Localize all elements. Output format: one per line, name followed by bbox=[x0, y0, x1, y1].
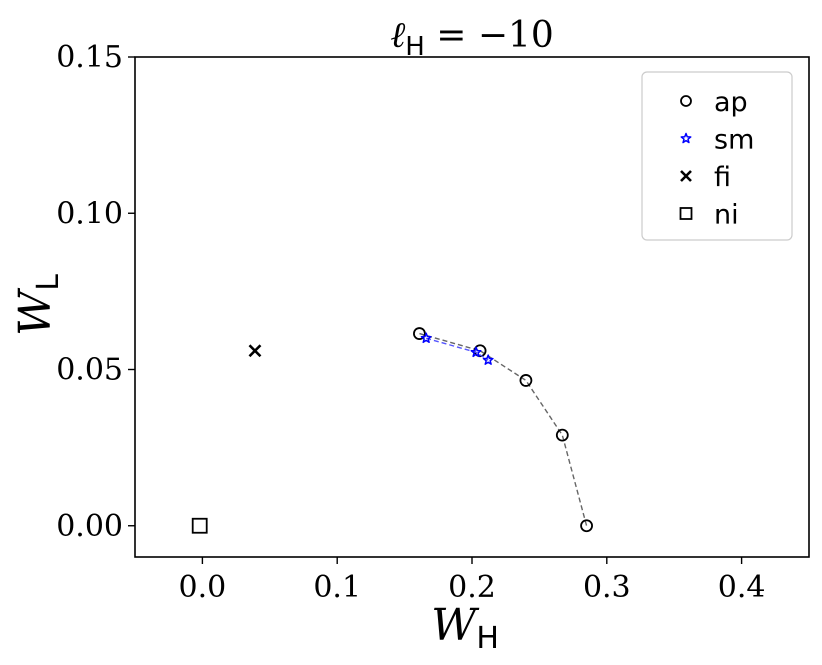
x-tick-label: 0.1 bbox=[313, 570, 361, 605]
legend-item-ap: ap bbox=[680, 87, 748, 118]
legend-label-ni: ni bbox=[714, 200, 739, 231]
y-axis-label-group: WL bbox=[10, 274, 66, 336]
x-axis: 0.0 0.1 0.2 0.3 0.4 bbox=[179, 557, 766, 605]
series-sm-point bbox=[470, 346, 482, 358]
series-layer bbox=[191, 327, 593, 534]
series-ap-point bbox=[413, 327, 426, 340]
series-ni bbox=[191, 517, 208, 534]
title-prefix: ℓ bbox=[390, 15, 405, 56]
y-axis-label: WL bbox=[10, 274, 66, 336]
y-axis: 0.00 0.05 0.10 0.15 bbox=[56, 40, 135, 544]
y-axis-label-main: W bbox=[10, 287, 61, 336]
legend-item-fi: fi bbox=[680, 162, 731, 193]
x-tick-label: 0.2 bbox=[448, 570, 496, 605]
series-sm-point bbox=[420, 332, 432, 344]
series-fi bbox=[248, 344, 262, 358]
legend-items: ap sm fi ni bbox=[679, 87, 754, 231]
x-axis-label-subscript: H bbox=[476, 621, 499, 656]
y-tick-label: 0.00 bbox=[56, 509, 123, 544]
legend-marker-sm bbox=[680, 132, 692, 144]
series-fi-point bbox=[248, 344, 262, 358]
y-tick-label: 0.10 bbox=[56, 196, 123, 231]
series-ni-point bbox=[191, 517, 208, 534]
y-axis-label-subscript: L bbox=[31, 274, 66, 291]
series-ap-point bbox=[519, 374, 533, 387]
series-ap bbox=[413, 327, 593, 533]
legend-label-ap: ap bbox=[714, 87, 748, 118]
x-tick-label: 0.0 bbox=[179, 570, 227, 605]
chart-title: ℓH = −10 bbox=[390, 15, 554, 62]
series-ap-point bbox=[555, 428, 569, 442]
x-axis-label-main: W bbox=[431, 600, 480, 651]
x-tick-label: 0.3 bbox=[583, 570, 631, 605]
legend-item-sm: sm bbox=[680, 125, 754, 156]
series-sm-line bbox=[425, 337, 489, 361]
legend-marker-fi bbox=[680, 170, 692, 182]
series-ap-point bbox=[580, 519, 593, 533]
series-sm-point bbox=[482, 354, 494, 365]
title-subscript: H bbox=[405, 32, 425, 62]
series-sm bbox=[420, 332, 494, 365]
legend-box bbox=[641, 71, 793, 241]
legend-label-sm: sm bbox=[714, 125, 754, 156]
y-tick-label: 0.15 bbox=[56, 40, 123, 75]
title-rest: = −10 bbox=[425, 15, 554, 56]
series-ap-line bbox=[419, 332, 588, 526]
legend: ap sm fi ni bbox=[641, 71, 793, 241]
legend-label-fi: fi bbox=[714, 162, 731, 193]
legend-marker-ap bbox=[680, 95, 692, 107]
x-tick-label: 0.4 bbox=[718, 570, 766, 605]
legend-item-ni: ni bbox=[679, 200, 739, 231]
y-tick-label: 0.05 bbox=[56, 353, 123, 388]
legend-marker-ni bbox=[679, 207, 693, 220]
x-axis-label: WH bbox=[431, 600, 499, 656]
